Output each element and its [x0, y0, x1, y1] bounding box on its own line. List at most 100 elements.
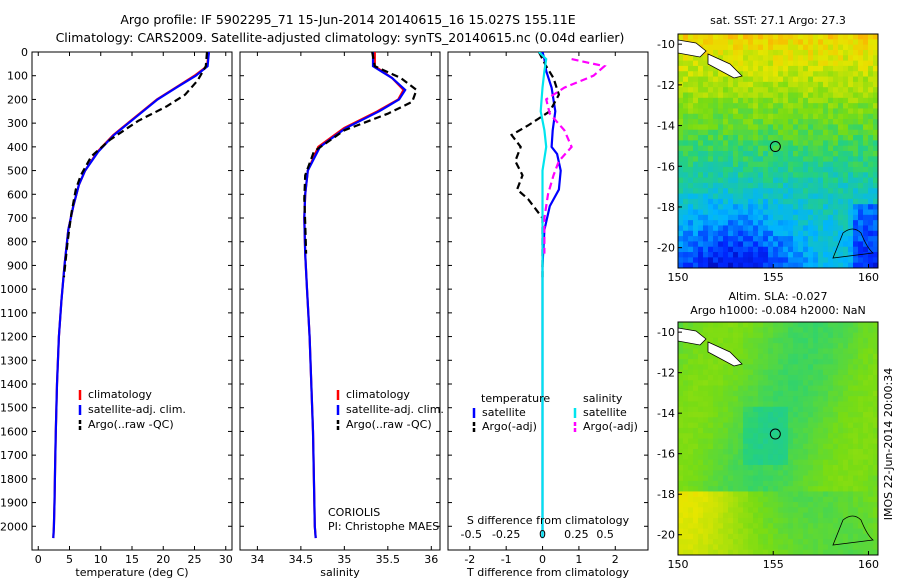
heatmap-cell: [838, 486, 844, 493]
heatmap-cell: [718, 151, 724, 157]
heatmap-cell: [678, 438, 684, 445]
heatmap-cell: [848, 241, 854, 248]
heatmap-cell: [723, 464, 729, 471]
heatmap-cell: [703, 475, 709, 482]
heatmap-cell: [718, 438, 724, 445]
heatmap-cell: [753, 502, 759, 508]
heatmap-cell: [818, 433, 824, 440]
heatmap-cell: [838, 129, 844, 136]
heatmap-cell: [738, 236, 744, 243]
heatmap-cell: [733, 390, 739, 397]
heatmap-cell: [723, 496, 729, 503]
heatmap-cell: [758, 443, 764, 450]
heatmap-cell: [833, 528, 839, 535]
heatmap-cell: [858, 60, 864, 67]
heatmap-cell: [763, 220, 769, 227]
heatmap-cell: [803, 496, 809, 503]
heatmap-cell: [823, 369, 829, 376]
heatmap-cell: [838, 246, 844, 253]
heatmap-cell: [723, 470, 729, 477]
heatmap-cell: [763, 528, 769, 535]
heatmap-cell: [838, 156, 844, 163]
heatmap-cell: [738, 65, 744, 72]
heatmap-cell: [858, 161, 864, 168]
heatmap-cell: [833, 76, 839, 83]
heatmap-cell: [783, 161, 789, 168]
heatmap-cell: [828, 528, 834, 535]
heatmap-cell: [768, 359, 774, 365]
heatmap-cell: [743, 374, 749, 381]
heatmap-cell: [818, 236, 824, 243]
heatmap-cell: [858, 87, 864, 94]
heatmap-cell: [793, 204, 799, 211]
heatmap-cell: [733, 34, 739, 40]
heatmap-cell: [823, 39, 829, 46]
heatmap-cell: [818, 92, 824, 99]
heatmap-cell: [753, 230, 759, 237]
heatmap-cell: [753, 332, 759, 339]
heatmap-cell: [873, 507, 878, 514]
heatmap-cell: [798, 71, 804, 78]
heatmap-cell: [683, 119, 689, 126]
heatmap-cell: [873, 71, 878, 78]
heatmap-cell: [703, 364, 709, 371]
heatmap-cell: [838, 443, 844, 450]
heatmap-cell: [723, 401, 729, 408]
heatmap-cell: [788, 433, 794, 440]
heatmap-cell: [758, 406, 764, 413]
heatmap-cell: [758, 34, 764, 40]
heatmap-cell: [678, 417, 684, 424]
heatmap-cell: [763, 198, 769, 205]
heatmap-cell: [778, 145, 784, 152]
heatmap-cell: [693, 343, 699, 350]
heatmap-cell: [803, 544, 809, 551]
heatmap-cell: [758, 257, 764, 264]
heatmap-cell: [858, 438, 864, 445]
heatmap-cell: [818, 348, 824, 355]
heatmap-cell: [748, 364, 754, 371]
heatmap-cell: [813, 549, 819, 555]
heatmap-cell: [683, 65, 689, 72]
heatmap-cell: [868, 464, 874, 471]
heatmap-cell: [798, 332, 804, 339]
heatmap-cell: [818, 523, 824, 530]
heatmap-cell: [833, 486, 839, 493]
legend-heading-salinity: salinity: [583, 392, 623, 405]
heatmap-cell: [848, 549, 854, 555]
heatmap-cell: [803, 262, 809, 268]
heatmap-cell: [798, 491, 804, 498]
heatmap-cell: [758, 76, 764, 83]
heatmap-cell: [798, 60, 804, 67]
heatmap-cell: [868, 417, 874, 424]
heatmap-cell: [858, 225, 864, 232]
heatmap-cell: [713, 449, 719, 455]
heatmap-cell: [773, 523, 779, 530]
heatmap-cell: [718, 337, 724, 344]
heatmap-cell: [713, 108, 719, 115]
heatmap-cell: [818, 103, 824, 110]
heatmap-cell: [843, 193, 849, 200]
heatmap-cell: [773, 401, 779, 408]
heatmap-cell: [783, 119, 789, 126]
heatmap-cell: [768, 230, 774, 237]
heatmap-cell: [803, 406, 809, 413]
heatmap-cell: [803, 108, 809, 115]
heatmap-cell: [818, 214, 824, 221]
heatmap-cell: [783, 390, 789, 397]
heatmap-cell: [703, 422, 709, 429]
heatmap-cell: [758, 327, 764, 334]
heatmap-cell: [838, 449, 844, 455]
heatmap-cell: [818, 65, 824, 72]
heatmap-cell: [848, 343, 854, 350]
heatmap-cell: [798, 262, 804, 268]
ytick-label: 400: [7, 141, 28, 154]
heatmap-cell: [843, 454, 849, 461]
heatmap-cell: [693, 236, 699, 243]
heatmap-cell: [858, 241, 864, 248]
heatmap-cell: [793, 332, 799, 339]
heatmap-cell: [693, 322, 699, 328]
heatmap-cell: [813, 523, 819, 530]
heatmap-cell: [768, 113, 774, 120]
heatmap-cell: [863, 464, 869, 471]
heatmap-cell: [698, 353, 704, 360]
